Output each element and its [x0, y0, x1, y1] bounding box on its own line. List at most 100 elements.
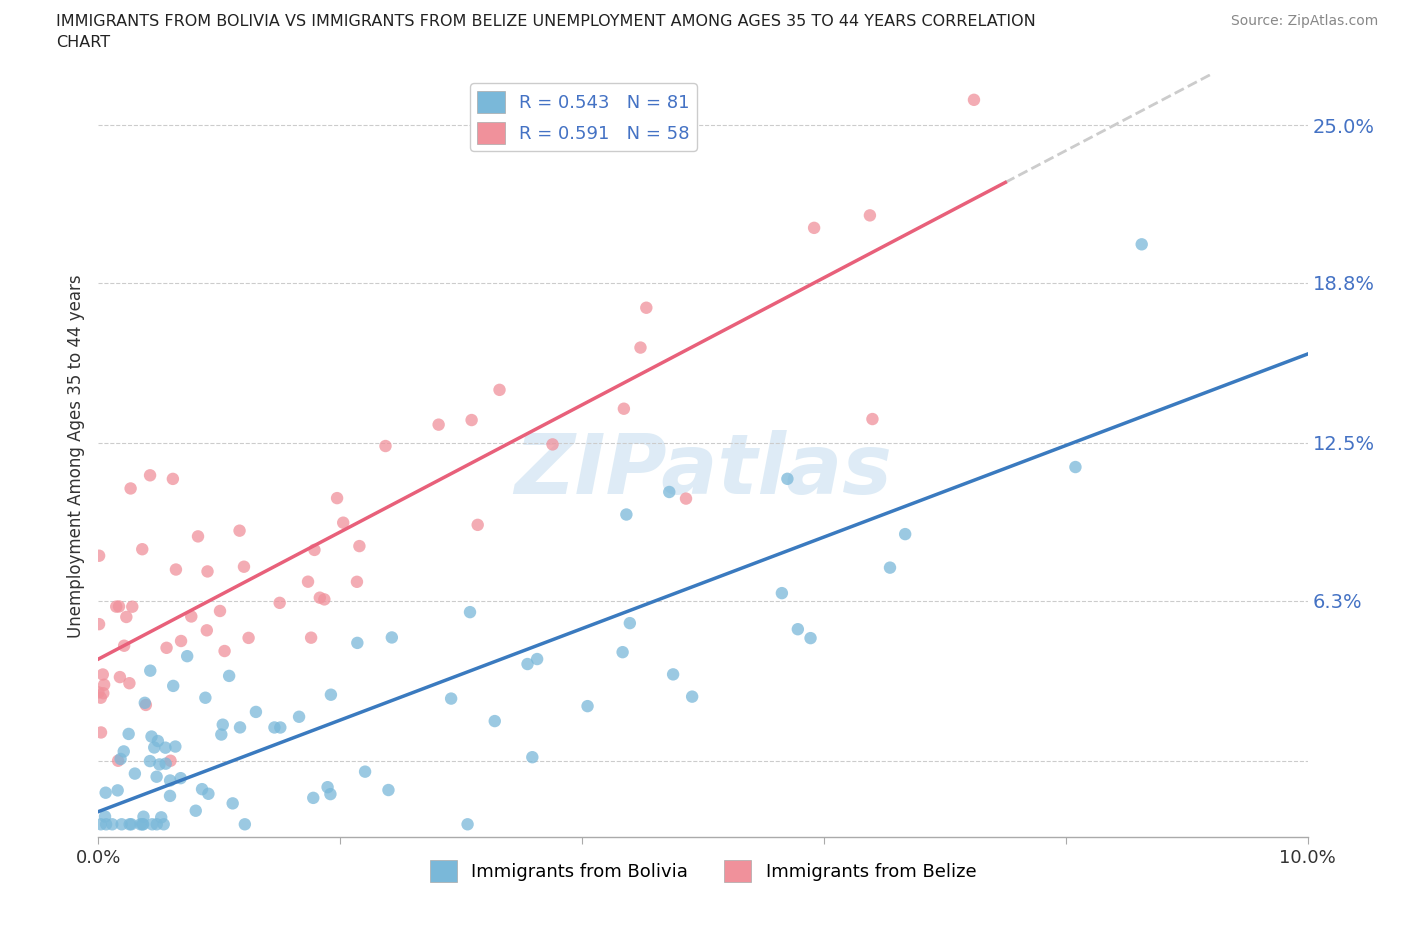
Point	[316, 779, 339, 794]
Point	[1130, 237, 1153, 252]
Point	[879, 560, 901, 575]
Point	[576, 698, 599, 713]
Point	[132, 809, 155, 824]
Point	[308, 591, 330, 605]
Point	[94, 817, 117, 831]
Point	[484, 713, 506, 728]
Point	[208, 604, 231, 618]
Point	[139, 753, 162, 768]
Point	[94, 809, 117, 824]
Point	[859, 208, 882, 223]
Point	[467, 517, 489, 532]
Point	[675, 491, 697, 506]
Point	[526, 652, 548, 667]
Point	[681, 689, 703, 704]
Point	[162, 679, 184, 694]
Point	[233, 817, 256, 831]
Point	[786, 622, 808, 637]
Point	[299, 631, 322, 645]
Point	[141, 729, 163, 744]
Point	[90, 817, 112, 831]
Point	[112, 744, 135, 759]
Point	[159, 753, 181, 768]
Point	[131, 542, 153, 557]
Point	[108, 599, 131, 614]
Point	[269, 720, 291, 735]
Point	[332, 515, 354, 530]
Point	[314, 592, 336, 607]
Point	[143, 740, 166, 755]
Point	[963, 92, 986, 107]
Point	[862, 412, 884, 427]
Text: Source: ZipAtlas.com: Source: ZipAtlas.com	[1230, 14, 1378, 28]
Point	[319, 687, 342, 702]
Point	[155, 641, 177, 656]
Point	[197, 564, 219, 578]
Point	[616, 507, 638, 522]
Point	[148, 757, 170, 772]
Point	[155, 740, 177, 755]
Point	[218, 669, 240, 684]
Point	[1064, 459, 1087, 474]
Point	[630, 340, 652, 355]
Point	[152, 817, 174, 831]
Point	[146, 734, 169, 749]
Point	[121, 599, 143, 614]
Point	[176, 649, 198, 664]
Point	[105, 599, 128, 614]
Text: ZIPatlas: ZIPatlas	[515, 431, 891, 512]
Point	[87, 617, 110, 631]
Point	[377, 782, 399, 797]
Point	[214, 644, 236, 658]
Point	[612, 644, 634, 659]
Point	[803, 220, 825, 235]
Point	[304, 542, 326, 557]
Point	[636, 300, 658, 315]
Point	[374, 439, 396, 454]
Text: CHART: CHART	[56, 35, 110, 50]
Point	[440, 691, 463, 706]
Point	[381, 630, 404, 644]
Point	[195, 623, 218, 638]
Point	[516, 657, 538, 671]
Point	[107, 783, 129, 798]
Point	[90, 725, 112, 740]
Point	[894, 526, 917, 541]
Point	[124, 766, 146, 781]
Point	[460, 413, 482, 428]
Point	[162, 472, 184, 486]
Point	[139, 663, 162, 678]
Point	[135, 698, 157, 712]
Point	[87, 549, 110, 564]
Point	[613, 401, 636, 416]
Point	[150, 810, 173, 825]
Point	[184, 804, 207, 818]
Point	[108, 670, 131, 684]
Point	[458, 604, 481, 619]
Point	[354, 764, 377, 779]
Point	[134, 696, 156, 711]
Point	[107, 753, 129, 768]
Point	[159, 773, 181, 788]
Point	[238, 631, 260, 645]
Point	[91, 667, 114, 682]
Point	[118, 676, 141, 691]
Point	[118, 817, 141, 831]
Point	[91, 685, 114, 700]
Point	[131, 817, 153, 831]
Point	[522, 750, 544, 764]
Point	[94, 785, 117, 800]
Point	[541, 437, 564, 452]
Point	[346, 575, 368, 590]
Point	[229, 720, 252, 735]
Point	[170, 633, 193, 648]
Point	[101, 817, 124, 831]
Point	[155, 756, 177, 771]
Point	[799, 631, 821, 645]
Point	[457, 817, 479, 831]
Point	[349, 538, 371, 553]
Point	[165, 739, 187, 754]
Point	[288, 710, 311, 724]
Point	[233, 559, 256, 574]
Point	[145, 769, 167, 784]
